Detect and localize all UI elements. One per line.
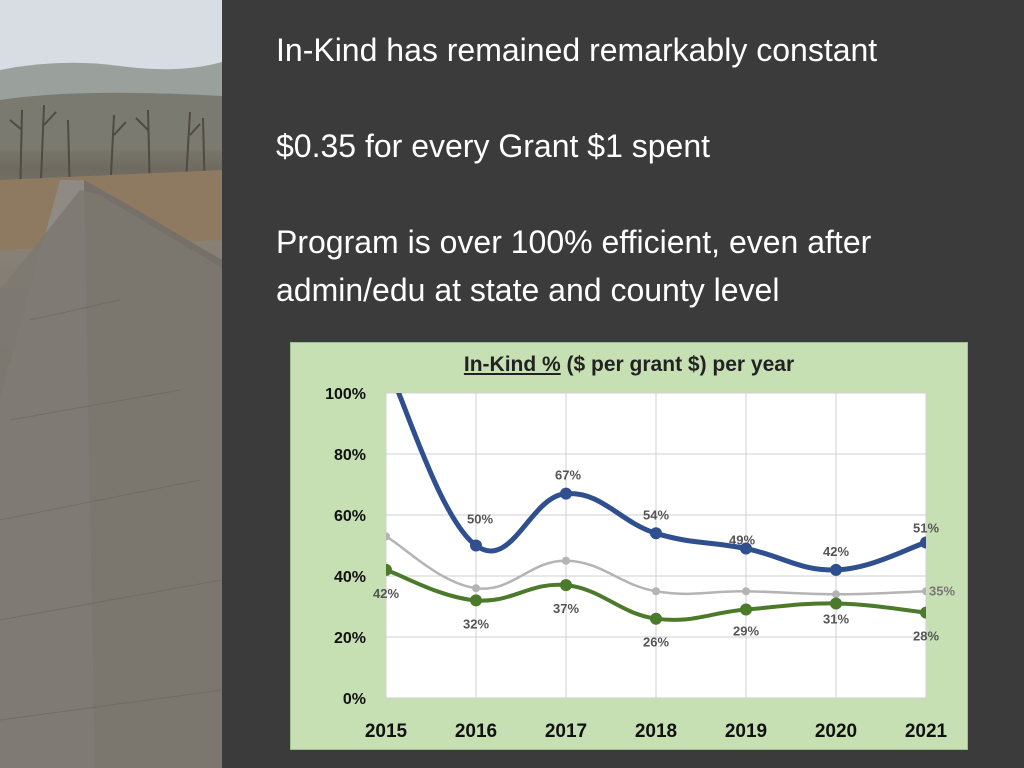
y-tick-label: 100% bbox=[325, 386, 366, 403]
data-point-green bbox=[920, 606, 926, 619]
data-label-green: 42% bbox=[373, 586, 399, 601]
data-point-green bbox=[740, 603, 752, 616]
chart-plot: 0% 20% 40% 60% 80% 100% 2015 2016 2017 2018 2019 20… bbox=[325, 386, 955, 742]
x-tick-label: 2020 bbox=[815, 721, 857, 742]
chart-title-rest: ($ per grant $) per year bbox=[560, 353, 795, 376]
headline-constant: In-Kind has remained remarkably constant bbox=[276, 32, 878, 68]
x-tick-label: 2019 bbox=[725, 721, 767, 742]
series-green bbox=[386, 563, 926, 625]
y-tick-label: 40% bbox=[334, 569, 366, 586]
chart-title: In-Kind % ($ per grant $) per year bbox=[291, 353, 967, 377]
headline-efficiency: Program is over 100% efficient, even aft… bbox=[276, 224, 872, 308]
data-point-gray bbox=[742, 587, 750, 596]
data-point-blue bbox=[470, 539, 482, 552]
series-gray bbox=[386, 532, 926, 599]
data-point-blue bbox=[560, 487, 572, 500]
data-label-blue: 49% bbox=[729, 533, 755, 548]
x-tick-label: 2018 bbox=[635, 721, 677, 742]
data-point-blue bbox=[920, 536, 926, 549]
data-label-blue: 50% bbox=[467, 512, 493, 527]
data-point-green bbox=[470, 594, 482, 607]
data-point-green bbox=[560, 579, 572, 592]
data-point-green bbox=[386, 563, 392, 576]
data-point-blue bbox=[830, 563, 842, 576]
data-point-green bbox=[650, 612, 662, 625]
data-label-green: 26% bbox=[643, 635, 669, 650]
road-photo-illustration bbox=[0, 0, 222, 768]
data-point-green bbox=[830, 597, 842, 610]
x-tick-label: 2017 bbox=[545, 721, 587, 742]
headline-ratio: $0.35 for every Grant $1 spent bbox=[276, 128, 711, 164]
y-tick-label: 60% bbox=[334, 508, 366, 525]
data-point-gray bbox=[922, 587, 926, 596]
data-label-blue: 42% bbox=[823, 544, 849, 559]
data-label-green: 28% bbox=[913, 629, 939, 644]
data-point-gray bbox=[832, 590, 840, 599]
data-point-gray bbox=[562, 556, 570, 565]
y-tick-label: 80% bbox=[334, 447, 366, 464]
data-label-green: 32% bbox=[463, 616, 489, 631]
inkind-chart: In-Kind % ($ per grant $) per year 0% 20%… bbox=[290, 342, 968, 750]
data-label-blue: 51% bbox=[913, 520, 939, 535]
y-tick-label: 20% bbox=[334, 630, 366, 647]
data-point-gray bbox=[652, 587, 660, 596]
road-photo bbox=[0, 0, 222, 768]
data-label-blue: 54% bbox=[643, 507, 669, 522]
x-tick-label: 2015 bbox=[365, 721, 408, 742]
series-blue bbox=[396, 393, 926, 576]
y-tick-label: 0% bbox=[343, 691, 366, 708]
data-label-blue: 67% bbox=[555, 468, 581, 483]
data-point-blue bbox=[740, 542, 752, 555]
chart-title-underlined: In-Kind % bbox=[463, 353, 561, 376]
x-tick-label: 2016 bbox=[455, 721, 497, 742]
data-point-blue bbox=[650, 527, 662, 540]
data-label-green: 29% bbox=[733, 624, 759, 639]
data-label-green: 37% bbox=[553, 601, 579, 616]
data-label-gray: 35% bbox=[929, 583, 955, 598]
data-label-green: 31% bbox=[823, 611, 849, 626]
data-point-gray bbox=[472, 584, 480, 593]
x-tick-label: 2021 bbox=[905, 721, 948, 742]
data-point-gray bbox=[386, 532, 390, 541]
